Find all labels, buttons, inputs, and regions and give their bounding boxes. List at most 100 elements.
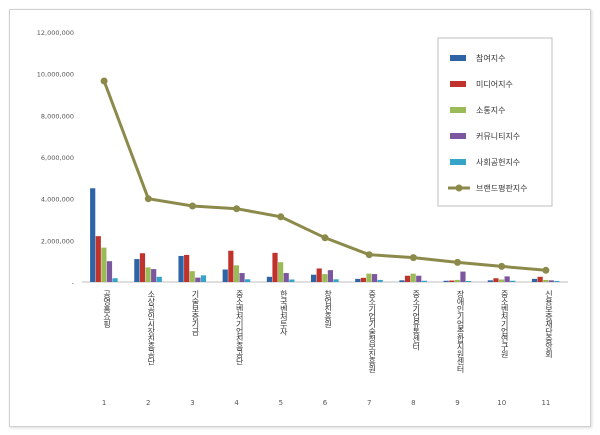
line-point — [365, 251, 373, 259]
line-point — [498, 262, 506, 270]
line-point — [189, 202, 196, 210]
bar — [139, 253, 146, 282]
bar — [322, 274, 328, 282]
y-tick-label: 8,000,000 — [41, 112, 74, 120]
bar — [245, 279, 251, 282]
bar — [543, 279, 549, 282]
bar — [504, 276, 510, 283]
bar — [404, 275, 411, 282]
x-tick-label: 3 — [190, 399, 194, 407]
category-name: 소상공인시장진흥공단 — [146, 290, 155, 366]
x-tick-label: 6 — [323, 399, 328, 407]
bar — [355, 278, 361, 283]
bar — [548, 280, 554, 282]
bar — [134, 259, 140, 282]
x-tick-label: 5 — [279, 399, 283, 407]
bar — [537, 276, 543, 282]
line-point — [277, 213, 285, 221]
bar — [200, 275, 207, 282]
bar — [239, 273, 245, 282]
bar — [222, 269, 228, 282]
chart-svg: - 2,000,000 4,000,000 6,000,000 8,000,000 10,… — [37, 29, 568, 407]
y-tick-label: 6,000,000 — [41, 154, 74, 162]
bar — [377, 279, 383, 282]
line-point — [100, 77, 108, 85]
bar — [112, 278, 118, 282]
bar — [272, 252, 278, 282]
category-name: 공영홈쇼핑 — [103, 290, 112, 328]
legend-swatch — [450, 55, 466, 61]
bar — [498, 279, 505, 282]
legend-label: 미디어지수 — [476, 79, 513, 89]
bar — [95, 236, 101, 282]
category-name: 장애인기업종합지원센터 — [456, 289, 465, 374]
bar — [189, 271, 195, 282]
bar — [410, 273, 416, 282]
line-point — [233, 205, 241, 213]
line-point — [542, 266, 550, 274]
bar — [465, 280, 472, 282]
bar — [184, 254, 190, 282]
category-name: 한국벤처투자 — [279, 290, 288, 337]
category-name: 중소벤처기업연구원 — [500, 290, 509, 358]
bar — [195, 277, 201, 283]
bar — [554, 280, 560, 282]
y-tick-label: 10,000,000 — [37, 71, 74, 79]
line-point — [409, 254, 417, 262]
category-name: 기술보증기금 — [191, 290, 200, 336]
legend-swatch — [450, 133, 466, 139]
bar — [106, 261, 113, 282]
bar — [283, 273, 289, 282]
x-tick-label: 9 — [455, 399, 459, 407]
bar — [101, 247, 107, 283]
x-tick-label: 7 — [367, 399, 371, 407]
bar — [360, 277, 366, 282]
line-point — [454, 258, 461, 266]
bar — [493, 278, 499, 282]
bar — [454, 279, 460, 282]
legend-marker — [455, 184, 463, 192]
bar — [371, 274, 378, 282]
bar — [266, 276, 273, 282]
y-tick-label: 12,000,000 — [37, 29, 74, 37]
bar — [316, 268, 322, 282]
bar — [233, 265, 240, 282]
bar — [460, 271, 466, 282]
x-tick-label: 10 — [497, 399, 506, 407]
x-tick-label: 11 — [541, 399, 550, 407]
x-tick-label: 4 — [234, 399, 239, 407]
legend-swatch — [450, 81, 466, 87]
bar — [333, 279, 339, 282]
bar — [443, 280, 449, 282]
line-point — [321, 234, 329, 242]
category-name: 중소벤처기업진흥공단 — [235, 290, 244, 366]
bar — [327, 270, 333, 283]
bar — [366, 273, 372, 282]
category-name: 신용보증재단중앙회 — [544, 290, 553, 359]
category-name: 중소기업유통센터 — [412, 290, 421, 352]
x-tick-label: 2 — [146, 399, 150, 407]
bar — [178, 255, 184, 282]
bar — [487, 280, 493, 282]
bar — [151, 269, 157, 282]
line-point — [144, 195, 152, 203]
category-name: 중소기업기술정보진흥원 — [368, 290, 377, 373]
legend-label: 소통지수 — [476, 106, 505, 115]
y-tick-label: 2,000,000 — [41, 237, 74, 245]
legend-box — [437, 37, 553, 207]
category-name: 창업진흥원 — [323, 290, 332, 328]
y-tick-label: 4,000,000 — [41, 196, 74, 204]
x-tick-label: 1 — [102, 399, 106, 407]
y-tick-label: - — [72, 279, 75, 287]
bar — [311, 274, 317, 282]
legend-swatch — [450, 159, 466, 165]
bar — [289, 279, 295, 282]
chart-frame: - 2,000,000 4,000,000 6,000,000 8,000,000 10,… — [9, 9, 591, 427]
legend-label: 사회공헌지수 — [476, 158, 520, 167]
legend-label: 브랜드평판지수 — [476, 183, 528, 193]
bar — [90, 188, 96, 282]
bar — [449, 280, 455, 282]
bar — [156, 276, 162, 282]
bar — [145, 267, 151, 282]
legend-label: 참여지수 — [476, 53, 505, 63]
